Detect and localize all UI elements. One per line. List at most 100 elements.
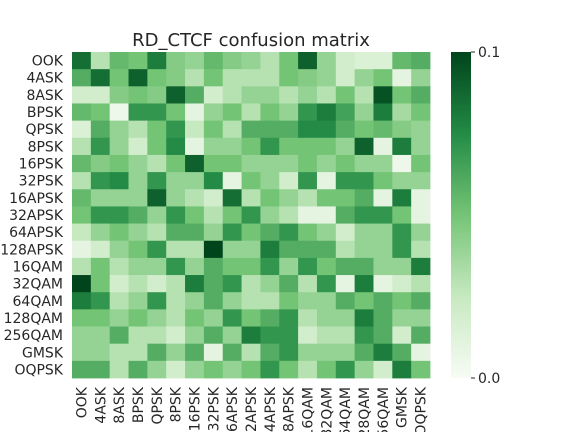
heatmap-cell bbox=[147, 69, 167, 87]
heatmap-cell bbox=[373, 154, 393, 173]
heatmap-cell bbox=[72, 189, 92, 207]
heatmap-cell bbox=[335, 343, 356, 362]
x-tick-label: 128QAM bbox=[357, 387, 373, 432]
heatmap-cell bbox=[411, 223, 431, 242]
heatmap-cell bbox=[298, 206, 318, 224]
heatmap-cell bbox=[316, 257, 337, 276]
heatmap-cell bbox=[147, 52, 167, 70]
heatmap-cell bbox=[373, 326, 393, 345]
heatmap-cell bbox=[354, 223, 374, 242]
heatmap-cells bbox=[72, 52, 431, 379]
heatmap-cell bbox=[373, 103, 393, 122]
heatmap-cell bbox=[260, 326, 280, 345]
heatmap-cell bbox=[411, 172, 431, 190]
colorbar-min-label: 0.0 bbox=[478, 371, 500, 387]
heatmap-cell bbox=[373, 309, 393, 327]
heatmap-cell bbox=[72, 52, 92, 70]
heatmap-cell bbox=[90, 223, 111, 242]
heatmap-cell bbox=[279, 52, 299, 70]
heatmap-cell bbox=[279, 223, 299, 242]
heatmap-cell bbox=[411, 52, 431, 70]
heatmap-cell bbox=[241, 154, 261, 173]
heatmap-cell bbox=[72, 206, 92, 224]
heatmap-cell bbox=[316, 240, 337, 259]
heatmap-cell bbox=[279, 69, 299, 87]
heatmap-cell bbox=[90, 343, 111, 362]
heatmap-cell bbox=[90, 69, 111, 87]
heatmap-cell bbox=[316, 172, 337, 190]
heatmap-cell bbox=[354, 326, 374, 345]
heatmap-cell bbox=[222, 292, 242, 310]
heatmap-cell bbox=[354, 309, 374, 327]
heatmap-cell bbox=[166, 137, 186, 156]
heatmap-cell bbox=[373, 240, 393, 259]
heatmap-cell bbox=[279, 137, 299, 156]
heatmap-cell bbox=[128, 275, 148, 293]
heatmap-cell bbox=[241, 343, 261, 362]
heatmap-cell bbox=[222, 189, 242, 207]
heatmap-cell bbox=[260, 360, 280, 379]
heatmap-cell bbox=[298, 326, 318, 345]
heatmap-cell bbox=[109, 172, 129, 190]
heatmap-cell bbox=[185, 86, 205, 104]
heatmap-cell bbox=[241, 69, 261, 87]
heatmap-cell bbox=[185, 257, 205, 276]
heatmap-cell bbox=[90, 275, 111, 293]
heatmap-cell bbox=[392, 69, 412, 87]
x-tick-label: 32PSK bbox=[206, 386, 222, 431]
heatmap-cell bbox=[335, 69, 356, 87]
x-tick-label: 128APSK bbox=[282, 386, 298, 432]
heatmap-cell bbox=[203, 240, 224, 259]
heatmap-cell bbox=[128, 343, 148, 362]
heatmap-cell bbox=[147, 120, 167, 139]
heatmap-cell bbox=[392, 223, 412, 242]
heatmap-cell bbox=[72, 120, 92, 139]
heatmap-cell bbox=[185, 172, 205, 190]
heatmap-cell bbox=[241, 52, 261, 70]
heatmap-cell bbox=[335, 206, 356, 224]
heatmap-cell bbox=[147, 103, 167, 122]
heatmap-cell bbox=[203, 154, 224, 173]
y-tick-label: 32QAM bbox=[13, 277, 64, 293]
heatmap-cell bbox=[128, 120, 148, 139]
heatmap-cell bbox=[260, 137, 280, 156]
heatmap-cell bbox=[335, 137, 356, 156]
heatmap-cell bbox=[147, 86, 167, 104]
heatmap-cell bbox=[411, 343, 431, 362]
heatmap-cell bbox=[185, 326, 205, 345]
heatmap-cell bbox=[392, 52, 412, 70]
heatmap-cell bbox=[72, 343, 92, 362]
chart-title: RD_CTCF confusion matrix bbox=[132, 30, 370, 51]
heatmap-cell bbox=[109, 275, 129, 293]
heatmap-cell bbox=[316, 343, 337, 362]
x-tick-label: 16QAM bbox=[301, 387, 317, 432]
heatmap-cell bbox=[298, 103, 318, 122]
heatmap-cell bbox=[147, 292, 167, 310]
heatmap-cell bbox=[279, 343, 299, 362]
heatmap-cell bbox=[392, 257, 412, 276]
heatmap-cell bbox=[354, 137, 374, 156]
y-tick-label: BPSK bbox=[27, 105, 64, 121]
heatmap-cell bbox=[185, 120, 205, 139]
heatmap-cell bbox=[166, 172, 186, 190]
heatmap-cell bbox=[241, 120, 261, 139]
y-tick-label: 8PSK bbox=[28, 139, 64, 155]
heatmap-cell bbox=[185, 137, 205, 156]
heatmap-cell bbox=[298, 257, 318, 276]
heatmap-cell bbox=[109, 223, 129, 242]
x-tick-label: OQPSK bbox=[414, 386, 430, 432]
heatmap-cell bbox=[109, 309, 129, 327]
heatmap-cell bbox=[109, 103, 129, 122]
heatmap-cell bbox=[241, 206, 261, 224]
heatmap-cell bbox=[166, 240, 186, 259]
heatmap-cell bbox=[109, 257, 129, 276]
heatmap-cell bbox=[354, 292, 374, 310]
heatmap-cell bbox=[185, 52, 205, 70]
heatmap-cell bbox=[411, 120, 431, 139]
heatmap-cell bbox=[128, 326, 148, 345]
heatmap-cell bbox=[90, 240, 111, 259]
heatmap-cell bbox=[222, 120, 242, 139]
heatmap-cell bbox=[260, 172, 280, 190]
heatmap-cell bbox=[279, 86, 299, 104]
heatmap-cell bbox=[72, 172, 92, 190]
